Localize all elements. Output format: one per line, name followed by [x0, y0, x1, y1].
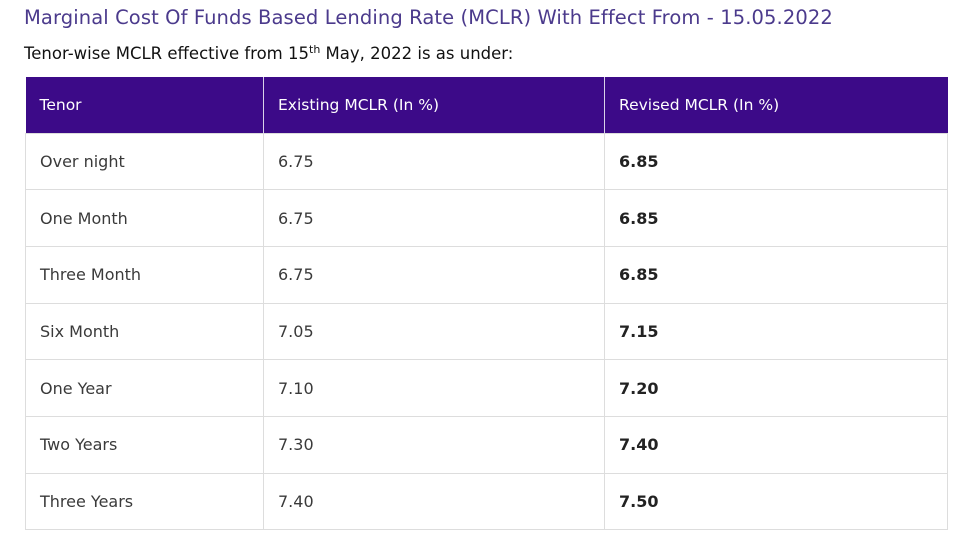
- tenor-cell: Six Month: [25, 302, 264, 361]
- header-tenor: Tenor: [25, 77, 264, 133]
- page-title: Marginal Cost Of Funds Based Lending Rat…: [24, 6, 833, 29]
- table-caption: Tenor-wise MCLR effective from 15th May,…: [24, 44, 513, 63]
- revised-mclr-cell: 7.15: [604, 302, 948, 361]
- revised-mclr-cell: 6.85: [604, 189, 948, 247]
- existing-mclr-cell: 6.75: [263, 189, 605, 247]
- table-header-row: Tenor Existing MCLR (In %) Revised MCLR …: [25, 77, 948, 133]
- existing-mclr-cell: 7.30: [263, 415, 605, 474]
- caption-superscript: th: [309, 43, 321, 56]
- header-revised-mclr: Revised MCLR (In %): [604, 77, 948, 133]
- table-row: Three Month 6.75 6.85: [25, 245, 948, 304]
- existing-mclr-cell: 6.75: [263, 245, 605, 304]
- tenor-cell: Three Years: [25, 472, 264, 531]
- table-row: Over night 6.75 6.85: [25, 132, 948, 191]
- revised-mclr-cell: 7.50: [604, 472, 948, 531]
- table-row: One Year 7.10 7.20: [25, 359, 948, 417]
- tenor-cell: Two Years: [25, 415, 264, 474]
- revised-mclr-cell: 7.20: [604, 359, 948, 417]
- mclr-table: Tenor Existing MCLR (In %) Revised MCLR …: [25, 77, 948, 531]
- existing-mclr-cell: 7.40: [263, 472, 605, 531]
- header-existing-mclr: Existing MCLR (In %): [263, 77, 605, 133]
- tenor-cell: Over night: [25, 132, 264, 191]
- table-row: One Month 6.75 6.85: [25, 189, 948, 247]
- table-row: Six Month 7.05 7.15: [25, 302, 948, 361]
- revised-mclr-cell: 6.85: [604, 245, 948, 304]
- tenor-cell: One Year: [25, 359, 264, 417]
- tenor-cell: Three Month: [25, 245, 264, 304]
- existing-mclr-cell: 7.05: [263, 302, 605, 361]
- tenor-cell: One Month: [25, 189, 264, 247]
- existing-mclr-cell: 7.10: [263, 359, 605, 417]
- existing-mclr-cell: 6.75: [263, 132, 605, 191]
- caption-suffix: May, 2022 is as under:: [320, 44, 514, 63]
- table-row: Three Years 7.40 7.50: [25, 472, 948, 531]
- revised-mclr-cell: 7.40: [604, 415, 948, 474]
- caption-prefix: Tenor-wise MCLR effective from 15: [24, 44, 309, 63]
- table-row: Two Years 7.30 7.40: [25, 415, 948, 474]
- revised-mclr-cell: 6.85: [604, 132, 948, 191]
